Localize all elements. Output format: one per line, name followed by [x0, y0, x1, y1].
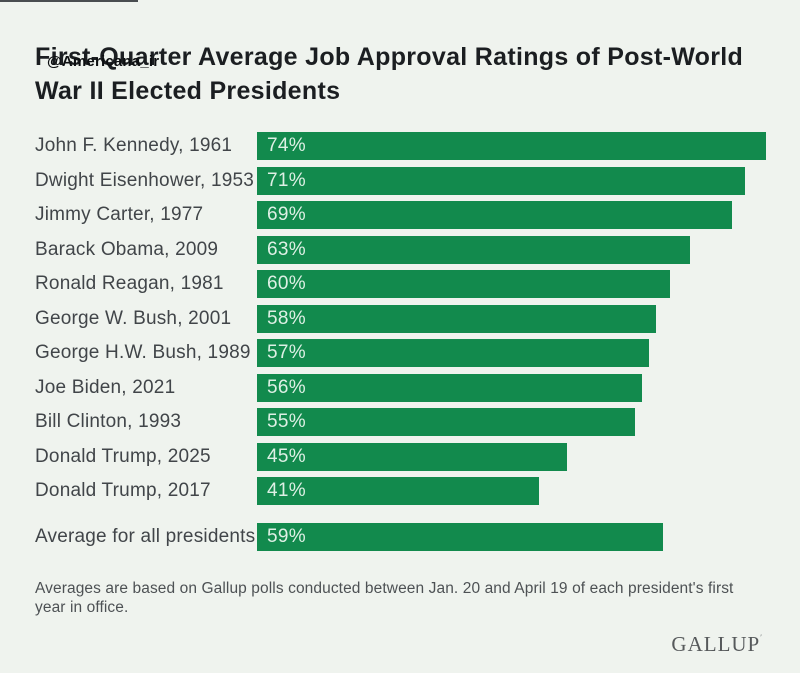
chart-row: Donald Trump, 2025 45%	[35, 442, 766, 471]
bar-chart: John F. Kennedy, 1961 74% Dwight Eisenho…	[35, 132, 766, 505]
approval-bar: 57%	[257, 339, 650, 367]
approval-bar: 63%	[257, 235, 691, 264]
chart-row: Barack Obama, 2009 63%	[35, 235, 766, 264]
bar-value-label: 57%	[267, 342, 306, 363]
bar-track: 58%	[257, 304, 766, 333]
bar-track: 71%	[257, 166, 766, 195]
chart-row: Joe Biden, 2021 56%	[35, 373, 766, 402]
bar-track: 41%	[257, 477, 766, 505]
president-label: George H.W. Bush, 1989	[35, 342, 251, 363]
president-label: Jimmy Carter, 1977	[35, 204, 204, 225]
president-label: Donald Trump, 2025	[35, 445, 211, 467]
bar-value-label: 41%	[267, 480, 306, 501]
chart-row: Dwight Eisenhower, 1953 71%	[35, 166, 766, 195]
footnote: Averages are based on Gallup polls condu…	[35, 579, 733, 617]
president-label: Ronald Reagan, 1981	[35, 273, 224, 294]
chart-title-line1: First-Quarter Average Job Approval Ratin…	[35, 42, 744, 71]
approval-bar: 41%	[257, 477, 539, 505]
approval-bar: 74%	[257, 132, 766, 160]
bar-value-label: 56%	[267, 376, 306, 398]
approval-bar: 59%	[257, 523, 663, 551]
president-label: Average for all presidents	[35, 526, 256, 547]
chart-row: Bill Clinton, 1993 55%	[35, 408, 766, 436]
chart-title: First-Quarter Average Job Approval Ratin…	[35, 40, 783, 108]
bar-track: 59%	[257, 523, 766, 551]
president-label: John F. Kennedy, 1961	[35, 135, 233, 156]
bar-value-label: 60%	[267, 273, 306, 294]
bar-value-label: 45%	[267, 445, 306, 467]
approval-bar: 55%	[257, 408, 636, 436]
approval-bar: 69%	[257, 201, 732, 229]
bar-value-label: 59%	[267, 526, 306, 547]
chart-row: Jimmy Carter, 1977 69%	[35, 201, 766, 229]
approval-bar: 45%	[257, 442, 567, 471]
bar-track: 45%	[257, 442, 766, 471]
gallup-logo: GALLUP′	[671, 632, 763, 657]
president-label: Bill Clinton, 1993	[35, 411, 182, 432]
chart-row: George W. Bush, 2001 58%	[35, 304, 766, 333]
bar-track: 57%	[257, 339, 766, 367]
bar-track: 55%	[257, 408, 766, 436]
top-edge-artifact-line	[0, 0, 138, 2]
trademark-mark: ′	[760, 633, 763, 642]
average-row-container: Average for all presidents 59%	[35, 523, 766, 551]
bar-track: 63%	[257, 235, 766, 264]
chart-row: Donald Trump, 2017 41%	[35, 477, 766, 505]
gallup-wordmark: GALLUP	[671, 632, 761, 656]
bar-value-label: 69%	[267, 204, 306, 225]
bar-value-label: 58%	[267, 307, 306, 329]
chart-row: Ronald Reagan, 1981 60%	[35, 270, 766, 298]
president-label: Dwight Eisenhower, 1953	[35, 169, 255, 191]
approval-bar: 56%	[257, 373, 643, 402]
approval-bar: 71%	[257, 166, 746, 195]
bar-track: 60%	[257, 270, 766, 298]
chart-row: Average for all presidents 59%	[35, 523, 766, 551]
president-label: Joe Biden, 2021	[35, 376, 176, 398]
president-label: Donald Trump, 2017	[35, 480, 211, 501]
watermark: @Americana_ir	[47, 53, 160, 70]
bar-track: 56%	[257, 373, 766, 402]
approval-bar: 60%	[257, 270, 670, 298]
bar-value-label: 71%	[267, 169, 306, 191]
chart-row: John F. Kennedy, 1961 74%	[35, 132, 766, 160]
footnote-line2: year in office.	[35, 599, 129, 616]
bar-value-label: 74%	[267, 135, 306, 156]
bar-value-label: 63%	[267, 238, 306, 260]
bar-track: 74%	[257, 132, 766, 160]
president-label: Barack Obama, 2009	[35, 238, 219, 260]
footnote-line1: Averages are based on Gallup polls condu…	[35, 580, 734, 597]
chart-row: George H.W. Bush, 1989 57%	[35, 339, 766, 367]
approval-bar: 58%	[257, 304, 656, 333]
president-label: George W. Bush, 2001	[35, 307, 232, 329]
bar-value-label: 55%	[267, 411, 306, 432]
bar-track: 69%	[257, 201, 766, 229]
chart-title-line2: War II Elected Presidents	[35, 76, 341, 105]
